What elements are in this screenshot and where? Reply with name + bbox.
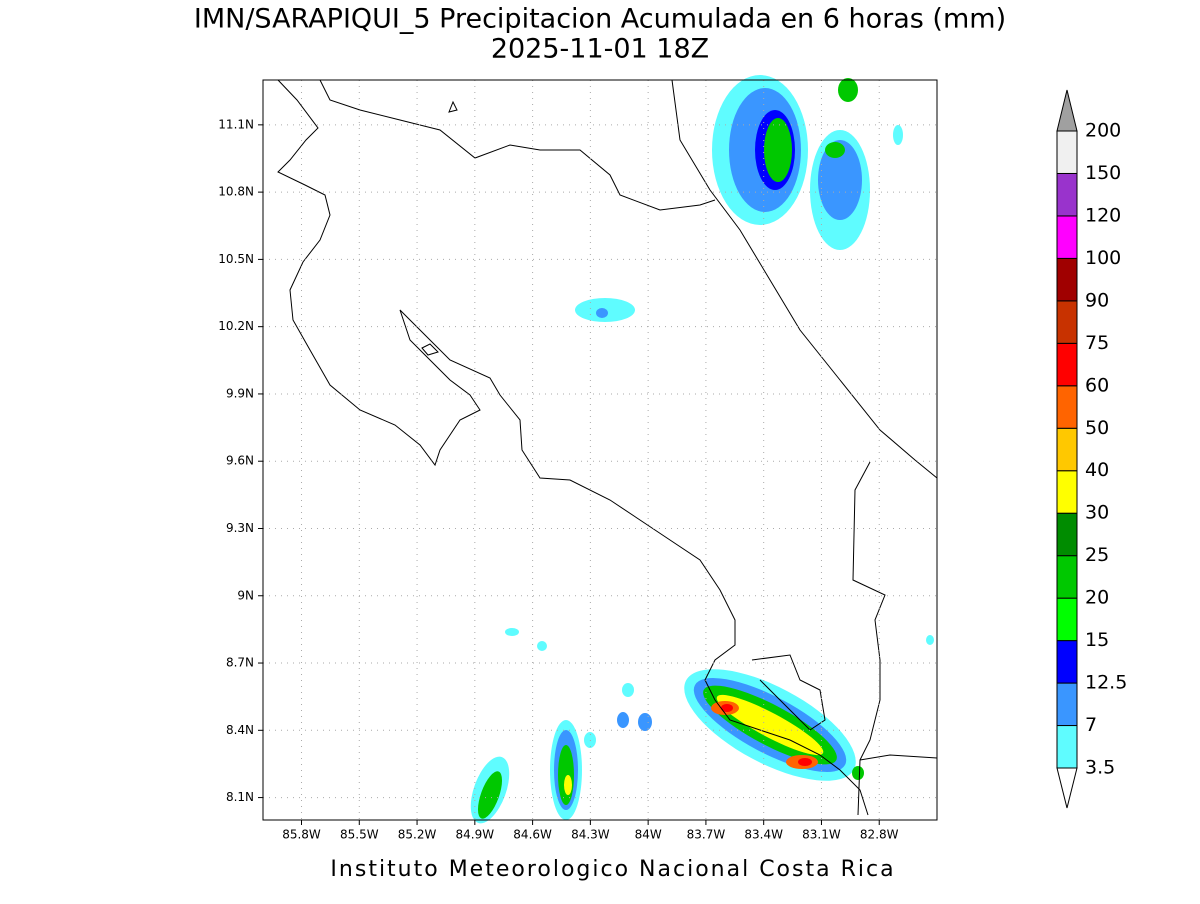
y-tick-label: 10.5N — [218, 252, 254, 266]
colorbar-label: 20 — [1085, 587, 1109, 609]
colorbar-over — [1056, 89, 1078, 132]
colorbar-bin — [1056, 682, 1078, 727]
colorbar-label: 75 — [1085, 332, 1109, 354]
x-tick-label: 83.7W — [687, 828, 726, 842]
coastline — [277, 79, 938, 816]
colorbar-label: 7 — [1085, 714, 1097, 736]
y-tick-label: 11.1N — [218, 117, 254, 131]
x-tick-label: 84.3W — [571, 828, 610, 842]
colorbar-bin — [1056, 597, 1078, 642]
colorbar-label: 40 — [1085, 459, 1109, 481]
colorbar-bin — [1056, 215, 1078, 259]
colorbar-label: 100 — [1085, 247, 1121, 269]
x-tick-label: 85.8W — [282, 828, 321, 842]
colorbar-bin — [1056, 385, 1078, 429]
colorbar-label: 90 — [1085, 289, 1109, 311]
colorbar-bin — [1056, 555, 1078, 599]
y-tick-label: 10.8N — [218, 185, 254, 199]
y-tick-label: 8.1N — [226, 790, 254, 804]
precip-field — [470, 75, 934, 824]
chart-title: IMN/SARAPIQUI_5 Precipitacion Acumulada … — [194, 4, 1006, 35]
colorbar-label: 12.5 — [1085, 672, 1127, 694]
colorbar-bin — [1056, 130, 1078, 174]
colorbar-bin — [1056, 512, 1078, 557]
colorbar-label: 3.5 — [1085, 757, 1115, 779]
y-tick-label: 9.9N — [226, 386, 254, 400]
colorbar-bin — [1056, 640, 1078, 684]
y-tick-label: 8.4N — [226, 723, 254, 737]
plot-frame — [262, 79, 938, 821]
rain-cell — [470, 75, 934, 824]
colorbar-bin — [1056, 342, 1078, 387]
colorbar-bin — [1056, 172, 1078, 217]
colorbar-bin — [1056, 725, 1078, 769]
colorbar-label: 15 — [1085, 629, 1109, 651]
y-tick-label: 9N — [237, 588, 254, 602]
y-tick-label: 9.6N — [226, 454, 254, 468]
x-tick-label: 84.9W — [456, 828, 495, 842]
colorbar-under — [1056, 767, 1078, 809]
colorbar-bin — [1056, 257, 1078, 302]
y-tick-label: 9.3N — [226, 521, 254, 535]
colorbar-label: 30 — [1085, 502, 1109, 524]
x-tick-label: 83.4W — [744, 828, 783, 842]
x-tick-label: 85.2W — [398, 828, 437, 842]
colorbar-label: 200 — [1085, 120, 1121, 142]
colorbar-label: 60 — [1085, 374, 1109, 396]
colorbar-bin — [1056, 470, 1078, 514]
footer: Instituto Meteorologico Nacional Costa R… — [330, 857, 895, 882]
colorbar-label: 25 — [1085, 544, 1109, 566]
x-tick-label: 84.6W — [513, 828, 552, 842]
colorbar-bin — [1056, 300, 1078, 344]
y-tick-label: 8.7N — [226, 656, 254, 670]
colorbar-label: 150 — [1085, 162, 1121, 184]
x-tick-label: 85.5W — [340, 828, 379, 842]
x-tick-label: 83.1W — [802, 828, 841, 842]
colorbar-bin — [1056, 427, 1078, 472]
colorbar-label: 50 — [1085, 417, 1109, 439]
chart-subtitle: 2025-11-01 18Z — [491, 34, 709, 65]
x-tick-label: 82.8W — [860, 828, 899, 842]
x-tick-label: 84W — [635, 828, 662, 842]
colorbar-label: 120 — [1085, 204, 1121, 226]
y-tick-label: 10.2N — [218, 319, 254, 333]
